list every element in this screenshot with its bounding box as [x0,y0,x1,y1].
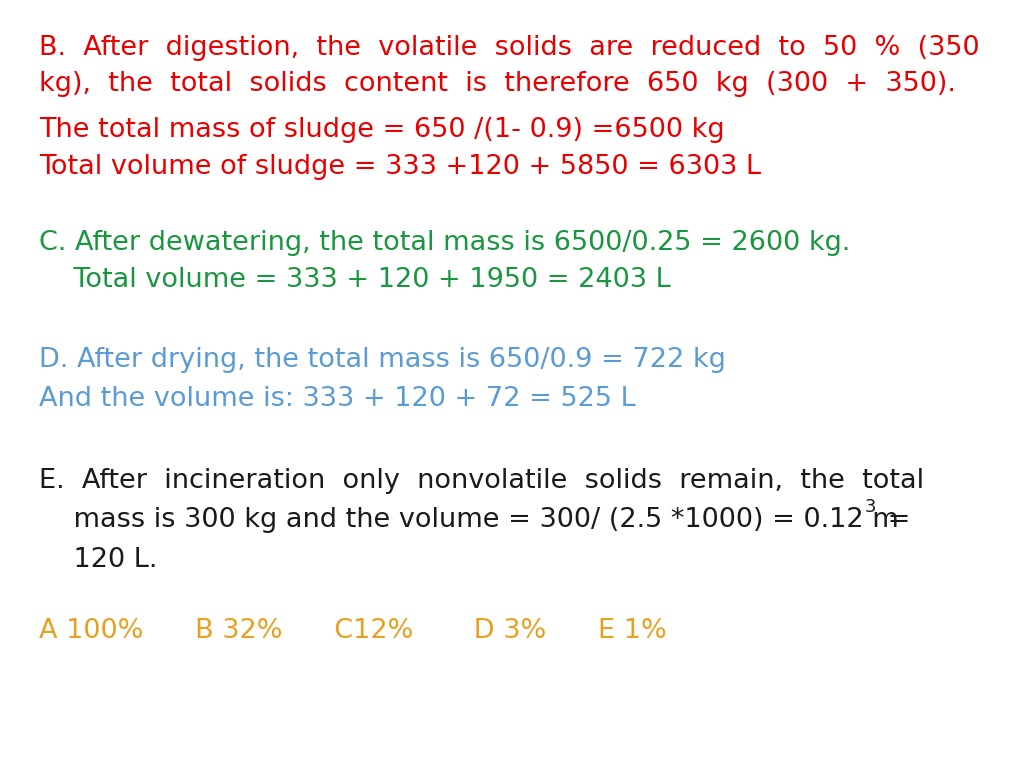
Text: And the volume is: 333 + 120 + 72 = 525 L: And the volume is: 333 + 120 + 72 = 525 … [39,386,636,412]
Text: 120 L.: 120 L. [39,547,158,573]
Text: B.  After  digestion,  the  volatile  solids  are  reduced  to  50  %  (350: B. After digestion, the volatile solids … [39,35,980,61]
Text: D. After drying, the total mass is 650/0.9 = 722 kg: D. After drying, the total mass is 650/0… [39,347,726,373]
Text: =: = [879,507,910,533]
Text: mass is 300 kg and the volume = 300/ (2.5 *1000) = 0.12 m: mass is 300 kg and the volume = 300/ (2.… [39,507,899,533]
Text: C. After dewatering, the total mass is 6500/0.25 = 2600 kg.: C. After dewatering, the total mass is 6… [39,230,850,257]
Text: A 100%      B 32%      C12%       D 3%      E 1%: A 100% B 32% C12% D 3% E 1% [39,618,667,644]
Text: 3: 3 [864,498,877,515]
Text: Total volume of sludge = 333 +120 + 5850 = 6303 L: Total volume of sludge = 333 +120 + 5850… [39,154,761,180]
Text: E.  After  incineration  only  nonvolatile  solids  remain,  the  total: E. After incineration only nonvolatile s… [39,468,924,495]
Text: The total mass of sludge = 650 /(1- 0.9) =6500 kg: The total mass of sludge = 650 /(1- 0.9)… [39,117,725,143]
Text: Total volume = 333 + 120 + 1950 = 2403 L: Total volume = 333 + 120 + 1950 = 2403 L [39,267,671,293]
Text: kg),  the  total  solids  content  is  therefore  650  kg  (300  +  350).: kg), the total solids content is therefo… [39,71,955,97]
